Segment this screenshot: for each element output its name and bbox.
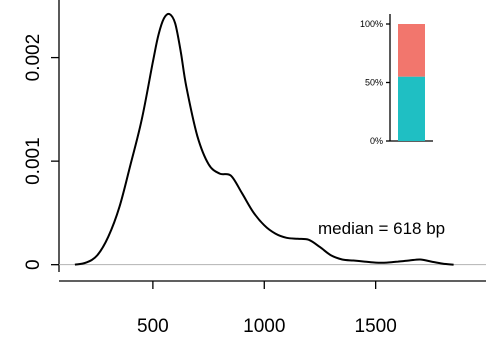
- inset-y-tick-label: 0%: [370, 136, 383, 146]
- inset-chart: 0% 50% 100%: [360, 14, 433, 146]
- density-curve: [74, 12, 454, 266]
- inset-bar-segment-1: [398, 76, 425, 141]
- inset-y-tick-label: 100%: [360, 19, 383, 29]
- median-annotation: median = 618 bp: [318, 219, 445, 238]
- x-tick-label: 1500: [355, 316, 397, 337]
- inset-stacked-bar: [398, 24, 425, 141]
- x-tick-label: 1000: [243, 316, 285, 337]
- x-ticks: 500 1000 1500: [137, 281, 397, 337]
- y-tick-label: 0: [23, 259, 44, 270]
- inset-bar-segment-2: [398, 24, 425, 77]
- y-ticks: 0 0.001 0.002: [23, 34, 59, 270]
- inset-y-tick-label: 50%: [365, 78, 383, 88]
- inset-y-ticks: 0% 50% 100%: [360, 19, 390, 146]
- x-tick-label: 500: [137, 316, 169, 337]
- y-tick-label: 0.001: [23, 137, 44, 185]
- y-tick-label: 0.002: [23, 34, 44, 82]
